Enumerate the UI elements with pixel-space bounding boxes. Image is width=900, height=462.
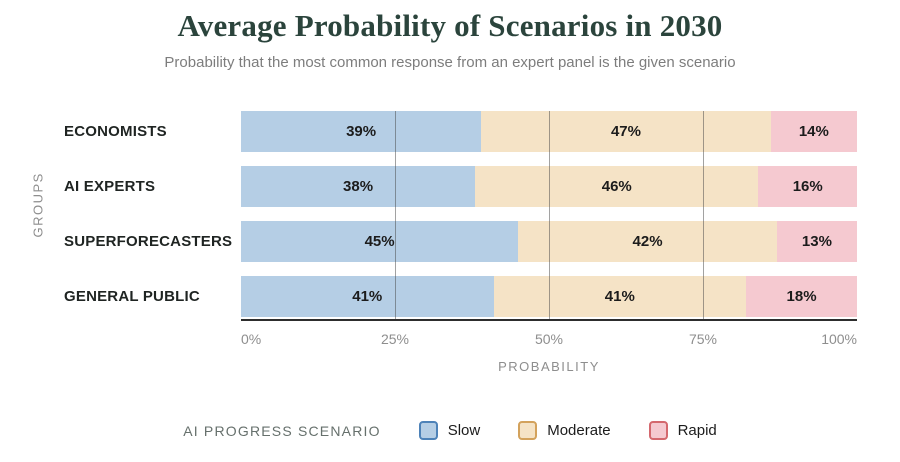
legend-label: Slow xyxy=(447,422,481,439)
bar-value-label: 46% xyxy=(601,178,632,195)
stacked-bar: 45% 42% 13% xyxy=(241,221,857,262)
bar-segment-rapid: 16% xyxy=(758,166,857,207)
legend-swatch-icon xyxy=(418,421,438,440)
legend-item-rapid[interactable]: Rapid xyxy=(648,421,717,440)
bar-segment-moderate: 42% xyxy=(518,221,777,262)
x-tick-label: 50% xyxy=(534,331,564,347)
bar-segment-moderate: 46% xyxy=(475,166,759,207)
bar-value-label: 16% xyxy=(792,178,823,195)
bar-segment-slow: 38% xyxy=(241,166,476,207)
legend-items: Slow Moderate Rapid xyxy=(418,421,717,440)
chart-row: SUPERFORECASTERS 45% 42% 13% xyxy=(0,221,900,262)
legend-title: AI PROGRESS SCENARIO xyxy=(183,422,381,439)
chart-subtitle: Probability that the most common respons… xyxy=(164,54,736,71)
bar-segment-slow: 39% xyxy=(241,111,482,152)
stacked-bar: 41% 41% 18% xyxy=(241,276,857,317)
bar-value-label: 42% xyxy=(632,233,663,250)
bar-value-label: 18% xyxy=(786,288,817,305)
bar-segment-moderate: 47% xyxy=(481,111,771,152)
bar-segment-rapid: 18% xyxy=(746,276,857,317)
bar-value-label: 39% xyxy=(346,123,377,140)
bar-segment-slow: 41% xyxy=(241,276,494,317)
legend-swatch-icon xyxy=(648,421,668,440)
chart-row: GENERAL PUBLIC 41% 41% 18% xyxy=(0,276,900,317)
x-tick-label: 100% xyxy=(821,331,857,347)
category-label: SUPERFORECASTERS xyxy=(64,233,233,250)
bar-value-label: 14% xyxy=(798,123,829,140)
bar-segment-slow: 45% xyxy=(241,221,519,262)
bar-value-label: 41% xyxy=(352,288,383,305)
chart-row: ECONOMISTS 39% 47% 14% xyxy=(0,111,900,152)
x-tick-label: 75% xyxy=(688,331,718,347)
chart-rows: ECONOMISTS 39% 47% 14% AI EXPERTS 38% 46% 16% SU… xyxy=(0,111,900,320)
stacked-bar: 38% 46% 16% xyxy=(241,166,857,207)
x-axis-line xyxy=(241,319,857,321)
legend-swatch-icon xyxy=(518,421,538,440)
legend-item-moderate[interactable]: Moderate xyxy=(518,421,611,440)
bar-value-label: 41% xyxy=(604,288,635,305)
x-axis-ticks: 0% 25% 50% 75% 100% xyxy=(241,331,857,349)
category-label: GENERAL PUBLIC xyxy=(64,288,200,305)
bar-value-label: 13% xyxy=(801,233,832,250)
legend-label: Rapid xyxy=(677,422,717,439)
chart-row: AI EXPERTS 38% 46% 16% xyxy=(0,166,900,207)
bar-value-label: 38% xyxy=(343,178,374,195)
chart-title: Average Probability of Scenarios in 2030 xyxy=(177,8,723,43)
legend-label: Moderate xyxy=(547,422,611,439)
legend-item-slow[interactable]: Slow xyxy=(418,421,481,440)
x-tick-label: 25% xyxy=(380,331,410,347)
category-label: ECONOMISTS xyxy=(64,123,167,140)
bar-value-label: 45% xyxy=(364,233,395,250)
bar-segment-moderate: 41% xyxy=(493,276,747,317)
bar-value-label: 47% xyxy=(610,123,641,140)
x-tick-label: 0% xyxy=(241,331,262,347)
x-axis-label: PROBABILITY xyxy=(498,359,600,374)
legend: AI PROGRESS SCENARIO Slow Moderate Rapid xyxy=(0,421,900,440)
category-label: AI EXPERTS xyxy=(64,178,156,195)
bar-segment-rapid: 14% xyxy=(770,111,857,152)
bar-segment-rapid: 13% xyxy=(776,221,857,262)
stacked-bar: 39% 47% 14% xyxy=(241,111,857,152)
